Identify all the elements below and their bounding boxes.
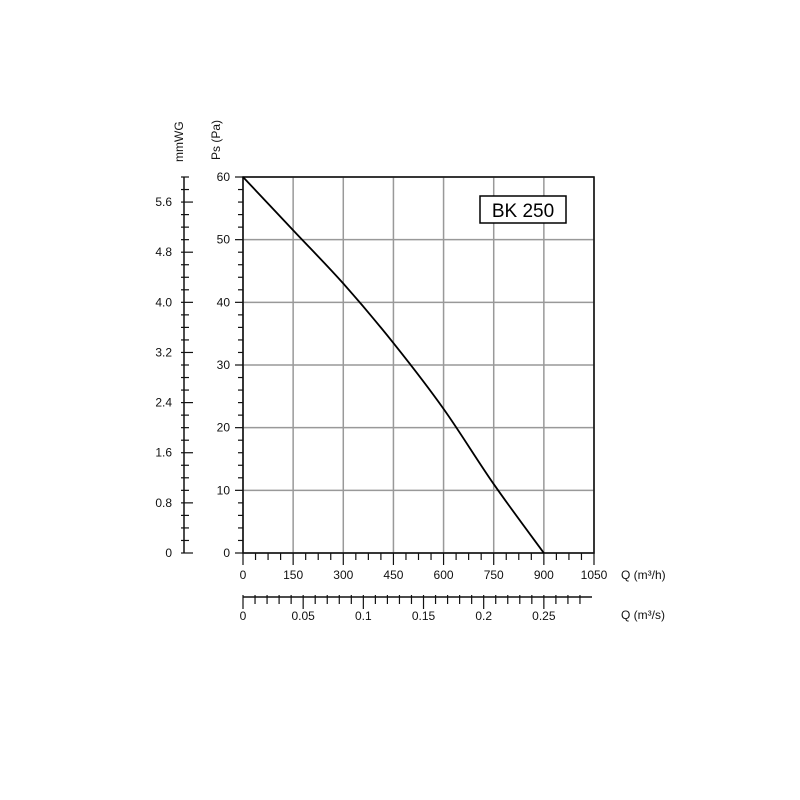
x2-tick-label: 0 [240, 609, 247, 623]
x2-tick-label: 0.2 [475, 609, 492, 623]
x2-tick-label: 0.1 [355, 609, 372, 623]
x-tick-label: 600 [434, 568, 454, 582]
y-tick-label: 60 [217, 170, 231, 184]
model-label: BK 250 [492, 201, 554, 222]
y-tick-label: 0 [223, 546, 230, 560]
y2-tick-label: 0 [165, 546, 172, 560]
x2-tick-label: 0.05 [291, 609, 315, 623]
y2-tick-label: 4.0 [155, 295, 172, 309]
x-tick-label: 750 [484, 568, 504, 582]
y2-tick-label: 4.8 [155, 245, 172, 259]
y2-axis-title: mmWG [172, 121, 186, 162]
y-axis-title: Ps (Pa) [209, 120, 223, 160]
y2-tick-label: 0.8 [155, 496, 172, 510]
labels: Ps (Pa) mmWG Q (m³/h) Q (m³/s) [172, 120, 666, 622]
x-tick-label: 150 [283, 568, 303, 582]
y-tick-label: 10 [217, 483, 231, 497]
x2-tick-label: 0.25 [532, 609, 556, 623]
y-tick-label: 30 [217, 358, 231, 372]
x-axis-title: Q (m³/h) [621, 568, 666, 582]
y2-tick-label: 1.6 [155, 446, 172, 460]
x-tick-label: 900 [534, 568, 554, 582]
model-label-box: BK 250 [479, 195, 567, 224]
grid [242, 176, 595, 554]
fan-curve-line [242, 176, 545, 554]
y2-tick-label: 2.4 [155, 396, 172, 410]
x2-tick-label: 0.15 [412, 609, 436, 623]
x-tick-label: 0 [240, 568, 247, 582]
y2-tick-label: 3.2 [155, 345, 172, 359]
y2-tick-label: 5.6 [155, 195, 172, 209]
x-tick-label: 1050 [581, 568, 608, 582]
y-tick-label: 40 [217, 295, 231, 309]
curve-layer [242, 176, 545, 554]
x-tick-label: 300 [333, 568, 353, 582]
y-tick-label: 50 [217, 233, 231, 247]
y-tick-label: 20 [217, 421, 231, 435]
x-tick-label: 450 [383, 568, 403, 582]
x2-axis-title: Q (m³/s) [621, 608, 665, 622]
